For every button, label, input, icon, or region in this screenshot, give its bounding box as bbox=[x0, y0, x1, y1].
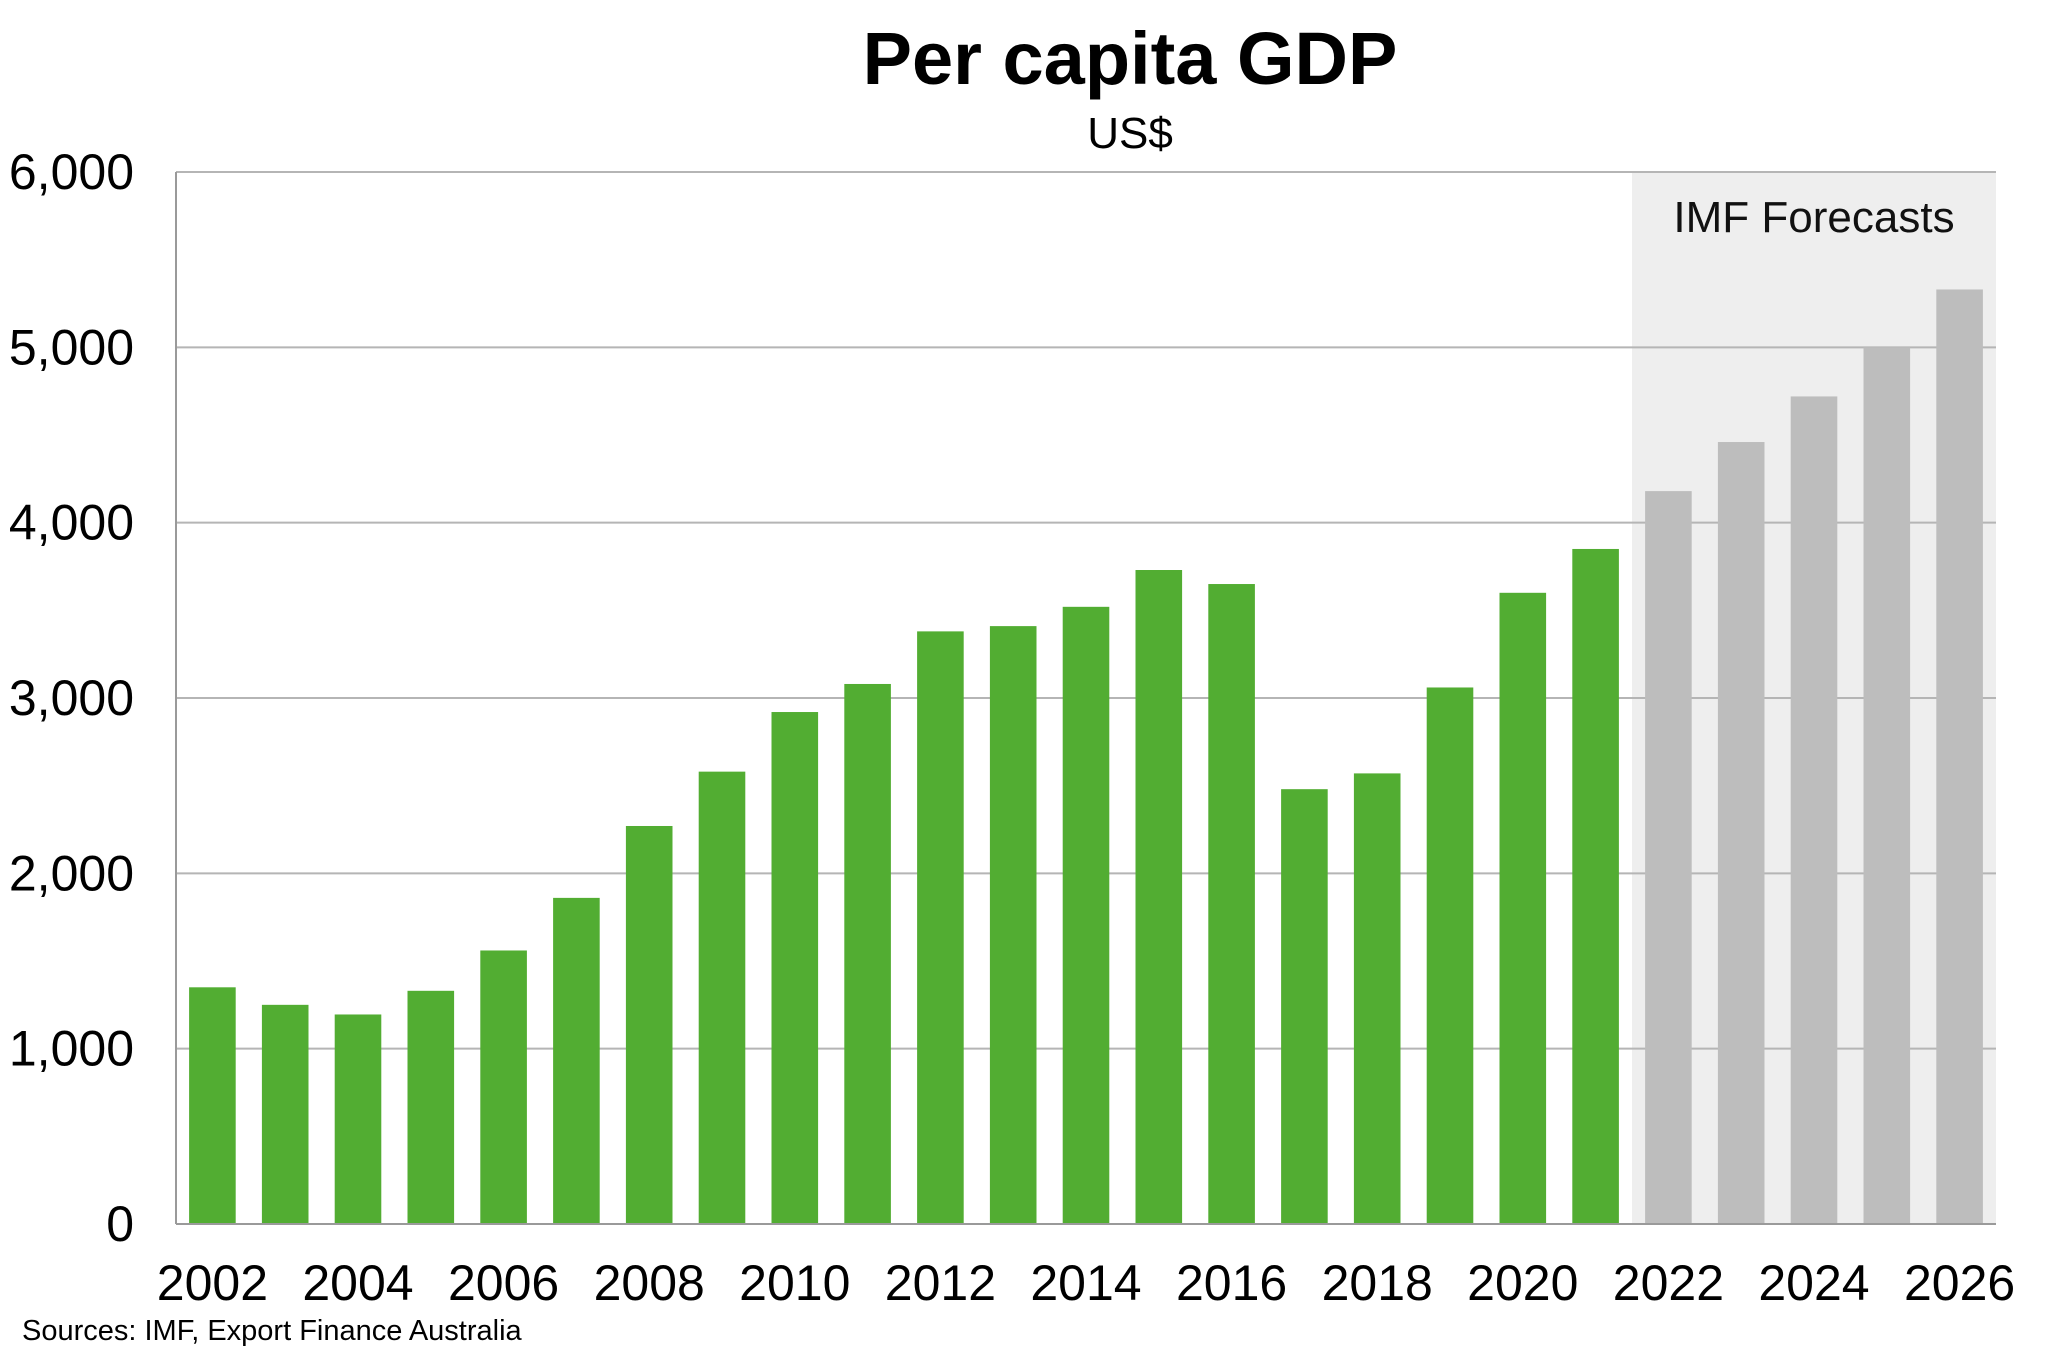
axes bbox=[175, 172, 1996, 1225]
x-tick-label: 2010 bbox=[739, 1255, 850, 1311]
bars bbox=[189, 289, 1983, 1225]
bar-2004 bbox=[334, 1014, 382, 1224]
y-tick-label: 2,000 bbox=[9, 845, 134, 901]
bar-2009 bbox=[698, 771, 746, 1224]
x-tick-label: 2006 bbox=[448, 1255, 559, 1311]
forecast-label: IMF Forecasts bbox=[1673, 193, 1954, 242]
x-tick-label: 2020 bbox=[1467, 1255, 1578, 1311]
bar-2011 bbox=[844, 683, 891, 1224]
y-axis-ticks: 0 1,000 2,000 3,000 4,000 5,000 6,000 bbox=[9, 144, 134, 1252]
bar-2003 bbox=[261, 1004, 309, 1224]
x-tick-label: 2008 bbox=[594, 1255, 705, 1311]
bar-2002 bbox=[189, 987, 236, 1224]
y-tick-label: 3,000 bbox=[9, 670, 134, 726]
x-tick-label: 2026 bbox=[1904, 1255, 2015, 1311]
chart-subtitle: US$ bbox=[1087, 109, 1173, 158]
x-tick-label: 2022 bbox=[1613, 1255, 1724, 1311]
y-tick-label: 4,000 bbox=[9, 495, 134, 551]
x-tick-label: 2014 bbox=[1030, 1255, 1141, 1311]
y-tick-label: 6,000 bbox=[9, 144, 134, 200]
bar-2008 bbox=[625, 825, 673, 1224]
y-tick-label: 0 bbox=[106, 1196, 134, 1252]
x-tick-label: 2002 bbox=[157, 1255, 268, 1311]
chart-title: Per capita GDP bbox=[863, 17, 1398, 100]
bar-2017 bbox=[1281, 789, 1328, 1224]
bar-2010 bbox=[771, 712, 819, 1224]
x-tick-label: 2024 bbox=[1758, 1255, 1869, 1311]
y-tick-label: 1,000 bbox=[9, 1021, 134, 1077]
x-tick-label: 2004 bbox=[302, 1255, 413, 1311]
bar-2013 bbox=[989, 626, 1037, 1224]
bar-2016 bbox=[1208, 584, 1255, 1224]
source-note: Sources: IMF, Export Finance Australia bbox=[22, 1315, 523, 1347]
bar-2015 bbox=[1135, 570, 1183, 1224]
x-tick-label: 2018 bbox=[1322, 1255, 1433, 1311]
bar-2019 bbox=[1426, 687, 1474, 1224]
bar-2022 bbox=[1645, 491, 1692, 1224]
bar-2024 bbox=[1790, 396, 1838, 1225]
bar-2014 bbox=[1062, 606, 1110, 1224]
x-axis-ticks: 2002 2004 2006 2008 2010 2012 2014 2016 2018 2020… bbox=[157, 1255, 2015, 1311]
bar-2025 bbox=[1863, 347, 1911, 1224]
x-tick-label: 2016 bbox=[1176, 1255, 1287, 1311]
bar-2021 bbox=[1572, 548, 1619, 1224]
bar-2006 bbox=[480, 950, 527, 1224]
x-tick-label: 2012 bbox=[885, 1255, 996, 1311]
bar-2012 bbox=[917, 631, 964, 1224]
bar-2020 bbox=[1499, 592, 1547, 1224]
y-tick-label: 5,000 bbox=[9, 319, 134, 375]
bar-2026 bbox=[1936, 289, 1983, 1224]
bar-2018 bbox=[1353, 773, 1401, 1224]
bar-2007 bbox=[553, 897, 600, 1224]
bar-2005 bbox=[407, 990, 455, 1224]
bar-2023 bbox=[1717, 442, 1765, 1225]
